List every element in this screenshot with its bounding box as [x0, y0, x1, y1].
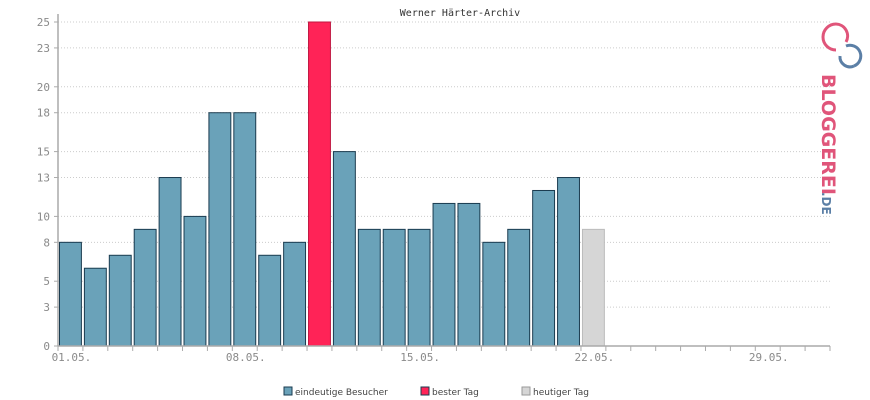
chart-title: Werner Härter-Archiv — [400, 8, 520, 19]
bar — [158, 177, 182, 347]
bar — [133, 228, 157, 347]
bar — [183, 215, 207, 347]
bar — [507, 228, 531, 347]
x-tick-label: 01.05. — [52, 351, 92, 364]
y-tick-label: 18 — [37, 107, 50, 120]
bar-today — [581, 228, 605, 347]
bar — [532, 189, 556, 347]
y-tick-label: 8 — [43, 236, 50, 249]
logo-icon-pink-arc — [821, 22, 837, 52]
x-tick-label: 08.05. — [226, 351, 266, 364]
legend-label-best: bester Tag — [432, 388, 479, 398]
bars — [59, 21, 605, 347]
x-tick-label: 22.05. — [575, 351, 615, 364]
bar — [557, 177, 580, 347]
bar — [233, 112, 257, 347]
legend-label-today: heutiger Tag — [533, 388, 589, 398]
y-tick-label: 15 — [37, 146, 50, 159]
x-axis: 01.05. 08.05. 15.05. 22.05. 29.05. — [52, 14, 831, 364]
y-axis-ticks: 0 3 5 8 10 13 15 18 20 23 25 — [37, 16, 58, 353]
bar — [283, 241, 307, 347]
logo-icon-blue-arc — [845, 43, 863, 68]
y-tick-label: 0 — [43, 340, 50, 353]
bar — [332, 151, 356, 347]
y-tick-label: 23 — [37, 42, 50, 55]
y-tick-label: 20 — [37, 81, 50, 94]
logo-icon — [821, 22, 863, 69]
logo-suffix: .DE — [819, 192, 833, 215]
legend-swatch-best — [420, 386, 430, 396]
y-tick-label: 3 — [43, 301, 50, 314]
logo-icon-pink-arc-2 — [835, 22, 850, 43]
y-tick-label: 5 — [43, 275, 50, 288]
bar — [432, 202, 456, 347]
y-tick-label: 10 — [37, 210, 50, 223]
bar — [59, 241, 82, 347]
bar — [108, 254, 132, 347]
bar — [258, 254, 282, 347]
bloggerei-logo: BLOGGEREI .DE — [817, 22, 863, 215]
legend: eindeutige Besucher bester Tag heutiger Ta… — [283, 386, 589, 398]
logo-text: BLOGGEREI — [817, 74, 839, 195]
bar — [382, 228, 406, 347]
bar-best-day — [308, 21, 331, 347]
logo-icon-blue-arc-2 — [838, 55, 855, 69]
bar — [482, 241, 506, 347]
bar — [83, 267, 107, 347]
bar — [407, 228, 431, 347]
legend-swatch-today — [521, 386, 531, 396]
bar — [357, 228, 381, 347]
bar — [457, 202, 481, 347]
y-tick-label: 13 — [37, 172, 50, 185]
legend-label-visitors: eindeutige Besucher — [295, 388, 388, 398]
x-tick-label: 15.05. — [400, 351, 440, 364]
legend-swatch-visitors — [283, 386, 293, 396]
bar — [208, 112, 232, 347]
y-tick-label: 25 — [37, 16, 50, 29]
x-tick-label: 29.05. — [749, 351, 789, 364]
